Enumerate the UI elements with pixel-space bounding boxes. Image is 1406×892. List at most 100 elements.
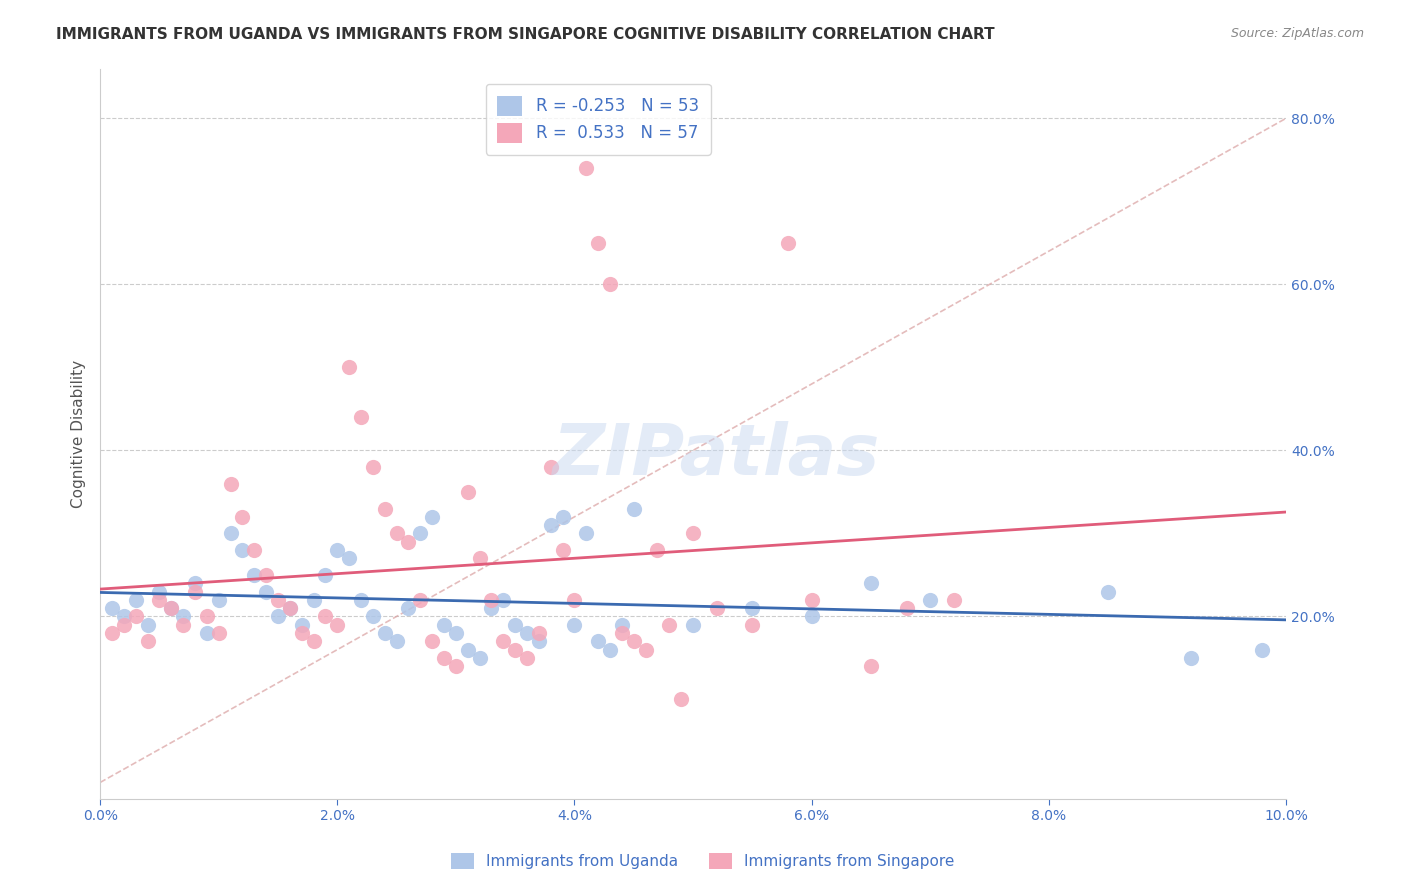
Point bbox=[195, 609, 218, 624]
Point bbox=[468, 551, 491, 566]
Point bbox=[112, 617, 135, 632]
Point bbox=[278, 601, 301, 615]
Point bbox=[503, 617, 526, 632]
Point bbox=[231, 509, 253, 524]
Point bbox=[361, 609, 384, 624]
Point bbox=[219, 476, 242, 491]
Point bbox=[112, 609, 135, 624]
Point bbox=[208, 592, 231, 607]
Point bbox=[254, 584, 277, 599]
Point bbox=[599, 277, 621, 292]
Point bbox=[527, 634, 550, 648]
Point bbox=[481, 601, 503, 615]
Point bbox=[575, 526, 598, 541]
Point bbox=[610, 617, 633, 632]
Point bbox=[409, 526, 432, 541]
Point bbox=[492, 592, 515, 607]
Point bbox=[374, 501, 396, 516]
Point bbox=[385, 634, 408, 648]
Point bbox=[634, 642, 657, 657]
Point bbox=[599, 642, 621, 657]
Point bbox=[125, 592, 148, 607]
Point bbox=[706, 601, 728, 615]
Point bbox=[420, 634, 443, 648]
Point bbox=[219, 526, 242, 541]
Y-axis label: Cognitive Disability: Cognitive Disability bbox=[72, 359, 86, 508]
Point bbox=[291, 626, 314, 640]
Point bbox=[457, 642, 479, 657]
Point bbox=[516, 626, 538, 640]
Point bbox=[920, 592, 942, 607]
Point bbox=[682, 617, 704, 632]
Point bbox=[444, 626, 467, 640]
Point bbox=[859, 576, 882, 591]
Legend: R = -0.253   N = 53, R =  0.533   N = 57: R = -0.253 N = 53, R = 0.533 N = 57 bbox=[486, 84, 710, 155]
Point bbox=[172, 617, 194, 632]
Point bbox=[267, 609, 290, 624]
Point bbox=[540, 460, 562, 475]
Point bbox=[682, 526, 704, 541]
Point bbox=[503, 642, 526, 657]
Point bbox=[101, 601, 124, 615]
Point bbox=[101, 626, 124, 640]
Point bbox=[859, 659, 882, 673]
Point bbox=[350, 592, 373, 607]
Point bbox=[1180, 651, 1202, 665]
Point bbox=[184, 584, 207, 599]
Point bbox=[374, 626, 396, 640]
Point bbox=[160, 601, 183, 615]
Point bbox=[326, 617, 349, 632]
Point bbox=[136, 617, 159, 632]
Point bbox=[148, 592, 170, 607]
Point bbox=[148, 584, 170, 599]
Point bbox=[800, 592, 823, 607]
Point bbox=[468, 651, 491, 665]
Point bbox=[586, 634, 609, 648]
Point bbox=[314, 568, 336, 582]
Point bbox=[125, 609, 148, 624]
Point bbox=[671, 692, 693, 706]
Point bbox=[231, 543, 253, 558]
Point bbox=[267, 592, 290, 607]
Point bbox=[398, 601, 420, 615]
Point bbox=[551, 543, 574, 558]
Point bbox=[291, 617, 314, 632]
Point bbox=[1251, 642, 1274, 657]
Point bbox=[457, 484, 479, 499]
Point bbox=[398, 534, 420, 549]
Point bbox=[278, 601, 301, 615]
Point bbox=[1097, 584, 1119, 599]
Point bbox=[943, 592, 966, 607]
Point bbox=[243, 568, 266, 582]
Point bbox=[800, 609, 823, 624]
Point bbox=[409, 592, 432, 607]
Point bbox=[623, 501, 645, 516]
Point bbox=[433, 651, 456, 665]
Point bbox=[302, 634, 325, 648]
Point bbox=[776, 235, 799, 250]
Point bbox=[741, 601, 763, 615]
Point bbox=[184, 576, 207, 591]
Point bbox=[551, 509, 574, 524]
Point bbox=[610, 626, 633, 640]
Point bbox=[433, 617, 456, 632]
Point bbox=[160, 601, 183, 615]
Point bbox=[741, 617, 763, 632]
Point bbox=[361, 460, 384, 475]
Point bbox=[302, 592, 325, 607]
Point bbox=[350, 410, 373, 425]
Point bbox=[586, 235, 609, 250]
Point bbox=[208, 626, 231, 640]
Point bbox=[326, 543, 349, 558]
Text: IMMIGRANTS FROM UGANDA VS IMMIGRANTS FROM SINGAPORE COGNITIVE DISABILITY CORRELA: IMMIGRANTS FROM UGANDA VS IMMIGRANTS FRO… bbox=[56, 27, 995, 42]
Point bbox=[564, 592, 586, 607]
Point bbox=[896, 601, 918, 615]
Point bbox=[444, 659, 467, 673]
Point bbox=[136, 634, 159, 648]
Point bbox=[540, 518, 562, 533]
Point bbox=[337, 551, 360, 566]
Point bbox=[564, 617, 586, 632]
Point bbox=[385, 526, 408, 541]
Point bbox=[195, 626, 218, 640]
Point bbox=[527, 626, 550, 640]
